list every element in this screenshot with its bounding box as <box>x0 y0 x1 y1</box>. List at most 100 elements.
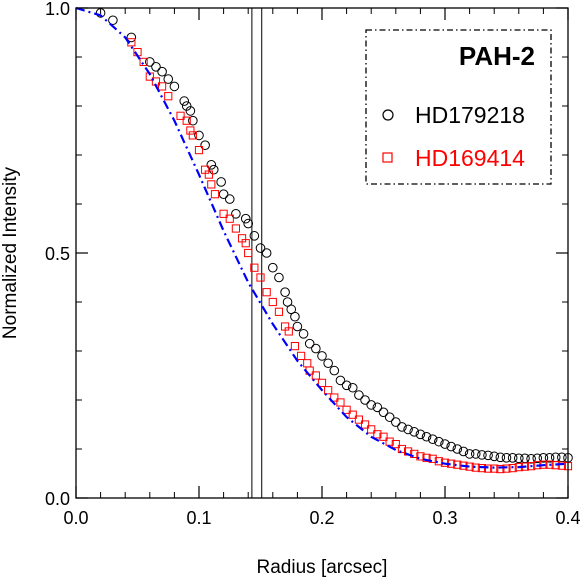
data-point-square <box>360 420 370 429</box>
data-point-circle <box>391 417 401 427</box>
data-point-circle <box>421 431 432 442</box>
data-point-circle <box>470 449 481 459</box>
model-line <box>75 6 569 469</box>
x-tick-label: 0.3 <box>432 508 457 528</box>
x-tick-label: 0.4 <box>555 508 580 528</box>
data-point-circle <box>366 400 377 410</box>
data-point-square <box>545 460 554 469</box>
data-point-square <box>397 444 407 454</box>
data-point-square <box>182 116 191 125</box>
data-point-circle <box>206 160 217 170</box>
data-point-square <box>158 82 167 91</box>
data-point-square <box>188 131 197 140</box>
y-tick-label: 0.5 <box>45 244 70 264</box>
data-point-circle <box>403 424 413 435</box>
data-point-square <box>496 464 505 474</box>
data-point-circle <box>298 329 309 339</box>
data-point-circle <box>163 74 174 84</box>
data-point-circle <box>464 449 475 459</box>
data-point-circle <box>224 194 235 204</box>
data-point-circle <box>329 365 340 376</box>
data-point-circle <box>126 32 137 43</box>
data-point-square <box>164 92 173 101</box>
data-point-square <box>483 464 493 473</box>
data-point-circle <box>243 218 253 229</box>
data-point-circle <box>409 427 420 437</box>
data-point-square <box>508 464 517 473</box>
data-point-square <box>241 239 250 248</box>
y-axis-title: Normalized Intensity <box>0 166 21 339</box>
data-point-circle <box>185 106 196 116</box>
tick-labels: 0.0 0.1 0.2 0.3 0.4 0.0 0.5 1.0 <box>45 0 581 528</box>
data-point-square <box>490 464 499 473</box>
data-point-square <box>416 452 425 461</box>
data-point-square <box>204 170 213 179</box>
data-point-circle <box>354 390 364 400</box>
data-point-square <box>391 440 400 449</box>
data-point-circle <box>360 395 370 405</box>
data-point-square <box>250 263 259 272</box>
data-point-square <box>262 288 271 297</box>
data-point-circle <box>249 231 260 241</box>
data-point-circle <box>304 338 315 349</box>
data-point-circle <box>157 66 167 77</box>
data-point-square <box>557 461 566 470</box>
data-point-circle <box>292 321 303 332</box>
data-point-square <box>176 111 185 120</box>
data-point-square <box>330 393 339 402</box>
data-point-circle <box>397 422 407 432</box>
data-point-circle <box>194 130 204 141</box>
x-tick-label: 0.1 <box>186 508 211 528</box>
data-point-square <box>527 462 536 471</box>
data-point-square <box>317 378 327 387</box>
data-point-square <box>284 327 293 336</box>
data-point-circle <box>378 407 389 418</box>
data-point-square <box>256 273 265 282</box>
data-point-square <box>354 415 363 424</box>
data-point-circle <box>188 115 198 126</box>
data-point-circle <box>538 453 549 463</box>
data-point-circle <box>415 429 426 440</box>
data-point-circle <box>372 402 383 413</box>
data-point-circle <box>341 380 352 391</box>
data-point-circle <box>452 444 463 454</box>
data-point-circle <box>501 453 512 463</box>
data-point-circle <box>514 453 524 464</box>
data-point-circle <box>145 57 155 67</box>
data-point-circle <box>507 453 518 463</box>
data-point-circle <box>434 436 444 447</box>
data-point-circle <box>268 262 278 273</box>
legend-title: PAH-2 <box>459 41 535 71</box>
legend: PAH-2 HD179218 HD169414 <box>365 29 552 185</box>
data-point-square <box>379 432 388 441</box>
data-point-circle <box>261 248 272 258</box>
data-point-circle <box>495 452 506 463</box>
data-point-square <box>290 342 300 351</box>
data-point-square <box>434 457 443 466</box>
data-point-square <box>207 180 216 189</box>
legend-label-hd169414: HD169414 <box>415 145 525 171</box>
data-point-square <box>268 297 277 307</box>
data-point-square <box>324 386 333 395</box>
data-point-circle <box>208 164 219 175</box>
data-point-square <box>410 449 419 458</box>
data-point-square <box>244 248 253 258</box>
plot-data <box>75 6 573 498</box>
legend-label-hd179218: HD179218 <box>415 102 525 128</box>
data-point-circle <box>216 177 226 187</box>
data-point-circle <box>477 450 487 460</box>
data-point-square <box>186 126 195 135</box>
data-point-square <box>219 209 228 218</box>
legend-box <box>365 29 552 185</box>
data-point-square <box>502 464 511 473</box>
x-tick-label: 0.2 <box>309 508 334 528</box>
data-point-square <box>348 410 357 419</box>
data-point-square <box>367 425 376 434</box>
data-point-square <box>471 463 480 472</box>
data-point-square <box>336 398 345 407</box>
data-point-square <box>373 430 382 439</box>
data-point-circle <box>280 287 290 298</box>
data-point-circle <box>151 62 161 72</box>
y-tick-label: 1.0 <box>45 0 70 19</box>
